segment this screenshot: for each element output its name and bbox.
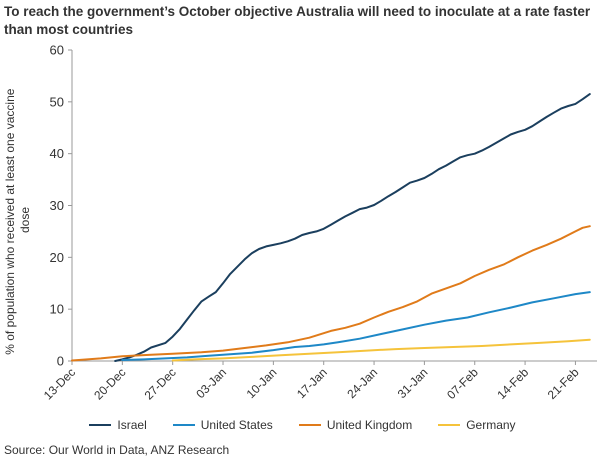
y-tick-label: 60 — [50, 43, 64, 58]
legend-label: United Kingdom — [326, 418, 413, 432]
legend-swatch — [298, 423, 321, 427]
x-axis: 13-Dec 20-Dec 27-Dec 03-Jan 10-Jan 17-Jan 24-J… — [41, 360, 597, 402]
legend: Israel United States United Kingdom Germany — [0, 416, 605, 434]
legend-swatch — [438, 423, 461, 427]
y-axis: 0 10 20 30 40 50 60 — [50, 43, 73, 369]
y-tick-label: 10 — [50, 302, 64, 317]
y-tick-label: 20 — [50, 250, 64, 265]
x-tick-label: 14-Feb — [494, 365, 531, 402]
series-line-israel — [114, 93, 591, 362]
legend-item-united-kingdom: United Kingdom — [298, 416, 413, 434]
y-tick-label: 50 — [50, 94, 64, 109]
legend-swatch — [89, 423, 112, 427]
series-line-united-kingdom — [71, 225, 591, 362]
legend-item-israel: Israel — [89, 416, 147, 434]
y-tick-label: 40 — [50, 146, 64, 161]
legend-item-united-states: United States — [172, 416, 273, 434]
x-tick-label: 21-Feb — [545, 365, 582, 402]
x-tick-label: 17-Jan — [294, 365, 330, 401]
series-line-united-states — [121, 291, 591, 361]
x-tick-label: 07-Feb — [444, 365, 481, 402]
legend-label: Germany — [466, 418, 516, 432]
series-lines — [71, 93, 591, 362]
legend-label: United States — [200, 418, 273, 432]
x-tick-label: 03-Jan — [193, 365, 229, 401]
chart-title: To reach the government’s October object… — [4, 4, 594, 37]
y-tick-label: 30 — [50, 198, 64, 213]
x-tick-label: 27-Dec — [142, 365, 179, 402]
x-tick-label: 10-Jan — [244, 365, 280, 401]
x-tick-label: 20-Dec — [91, 365, 128, 402]
x-tick-label: 13-Dec — [41, 365, 78, 402]
y-tick-label: 0 — [57, 354, 64, 369]
y-axis-label: % of population who received at least on… — [3, 85, 32, 355]
legend-label: Israel — [117, 418, 147, 432]
source-note: Source: Our World in Data, ANZ Research — [4, 443, 230, 457]
series-line-germany — [171, 338, 591, 362]
x-tick-label: 31-Jan — [395, 365, 431, 401]
x-tick-label: 24-Jan — [344, 365, 380, 401]
legend-swatch — [172, 423, 195, 427]
legend-item-germany: Germany — [438, 416, 516, 434]
